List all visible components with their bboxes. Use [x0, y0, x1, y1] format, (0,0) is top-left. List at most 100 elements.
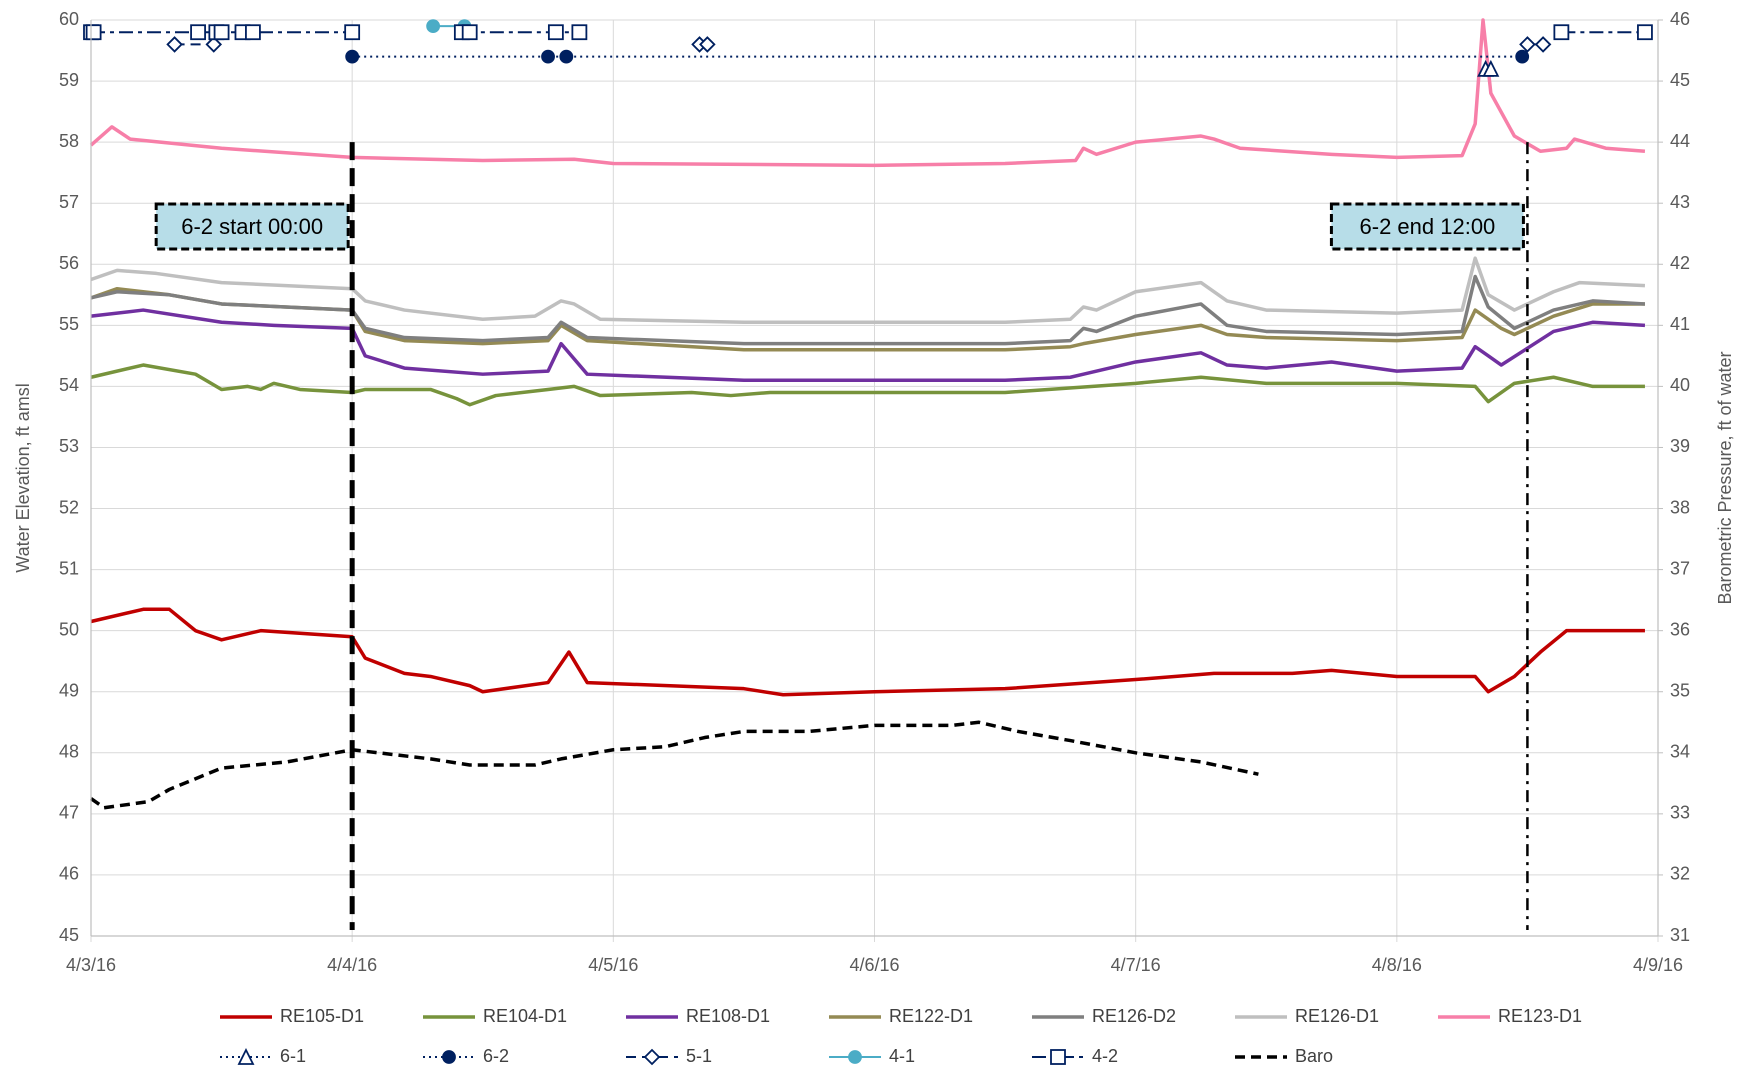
- legend-item: 4-2: [1032, 1046, 1118, 1066]
- series-line: [90, 607, 1645, 697]
- x-tick-label: 4/7/16: [1111, 955, 1161, 975]
- legend-item: Baro: [1235, 1046, 1333, 1066]
- series-line: [90, 274, 1646, 346]
- marker: [190, 24, 206, 41]
- legend-label: RE126-D2: [1092, 1006, 1176, 1026]
- marker: [237, 1047, 255, 1065]
- series-line: [89, 720, 1259, 810]
- marker: [1553, 24, 1570, 41]
- marker: [643, 1048, 661, 1066]
- marker: [85, 24, 102, 41]
- y2-tick-label: 45: [1670, 70, 1690, 90]
- series-line: [90, 256, 1646, 325]
- legend-label: RE105-D1: [280, 1006, 364, 1026]
- y2-tick-label: 42: [1670, 253, 1690, 273]
- annotation-text: 6-2 start 00:00: [181, 214, 323, 239]
- legend-item: 5-1: [626, 1046, 712, 1066]
- series-line: [90, 363, 1645, 407]
- y-axis-title: Water Elevation, ft amsl: [13, 383, 33, 572]
- y2-tick-label: 38: [1670, 497, 1690, 517]
- marker: [166, 36, 183, 53]
- marker: [541, 49, 555, 64]
- marker: [571, 24, 588, 41]
- y-tick-label: 54: [59, 375, 79, 395]
- series-line: [90, 308, 1646, 383]
- marker: [559, 49, 574, 64]
- y-tick-label: 46: [59, 864, 79, 884]
- x-tick-label: 4/9/16: [1633, 955, 1683, 975]
- marker: [442, 1050, 456, 1064]
- y-tick-label: 55: [59, 314, 79, 334]
- marker: [205, 36, 223, 53]
- marker: [344, 24, 361, 41]
- y-tick-label: 59: [59, 70, 79, 90]
- marker: [426, 19, 441, 34]
- series-line: [90, 286, 1645, 352]
- y2-tick-label: 33: [1670, 803, 1690, 823]
- legend-label: RE108-D1: [686, 1006, 770, 1026]
- marker: [245, 24, 261, 41]
- marker: [699, 36, 716, 53]
- x-tick-label: 4/3/16: [66, 955, 116, 975]
- y2-axis-title: Barometric Pressure, ft of water: [1715, 351, 1735, 604]
- marker: [1519, 36, 1536, 53]
- annotation-text: 6-2 end 12:00: [1360, 214, 1496, 239]
- y2-tick-label: 46: [1670, 9, 1690, 29]
- legend-item: RE122-D1: [829, 1006, 973, 1026]
- marker: [848, 1050, 862, 1064]
- y2-tick-label: 35: [1670, 680, 1690, 700]
- legend-label: 6-1: [280, 1046, 306, 1066]
- y-tick-label: 53: [59, 436, 79, 456]
- legend: RE105-D1 RE104-D1 RE108-D1 RE122-D1 RE126-D2…: [220, 1006, 1582, 1066]
- y-tick-label: 49: [59, 680, 79, 700]
- axes: 45 46 47 48 49 50 51 52 53 54 55 56 57 58 59 60 31 32 33 34…: [59, 9, 1690, 975]
- legend-label: 4-1: [889, 1046, 915, 1066]
- legend-label: RE104-D1: [483, 1006, 567, 1026]
- marker: [345, 49, 360, 64]
- x-tick-label: 4/8/16: [1372, 955, 1422, 975]
- y-tick-label: 50: [59, 619, 79, 639]
- y-tick-label: 57: [59, 192, 79, 212]
- y-tick-label: 58: [59, 131, 79, 151]
- marker: [547, 24, 564, 41]
- y-tick-label: 56: [59, 253, 79, 273]
- y-tick-label: 45: [59, 925, 79, 945]
- marker: [1637, 24, 1653, 41]
- y2-tick-label: 32: [1670, 864, 1690, 884]
- annotations: 6-2 start 00:00 6-2 end 12:00: [154, 142, 1529, 930]
- y2-tick-label: 43: [1670, 192, 1690, 212]
- legend-item: RE126-D1: [1235, 1006, 1379, 1026]
- y2-tick-label: 37: [1670, 558, 1690, 578]
- marker: [1050, 1049, 1066, 1065]
- y-tick-label: 51: [59, 558, 79, 578]
- plot: [83, 18, 1653, 810]
- legend-label: RE122-D1: [889, 1006, 973, 1026]
- legend-label: Baro: [1295, 1046, 1333, 1066]
- legend-item: 6-1: [220, 1046, 306, 1066]
- legend-item: RE123-D1: [1438, 1006, 1582, 1026]
- marker: [461, 24, 478, 41]
- legend-item: RE104-D1: [423, 1006, 567, 1026]
- x-tick-label: 4/5/16: [588, 955, 638, 975]
- y-tick-label: 47: [59, 803, 79, 823]
- marker: [1534, 36, 1552, 53]
- y2-tick-label: 36: [1670, 619, 1690, 639]
- y2-tick-label: 44: [1670, 131, 1690, 151]
- legend-label: RE123-D1: [1498, 1006, 1582, 1026]
- marker: [1515, 49, 1530, 64]
- annotation-box: [1329, 202, 1525, 251]
- x-tick-label: 4/6/16: [849, 955, 899, 975]
- y2-tick-label: 34: [1670, 742, 1690, 762]
- legend-item: 4-1: [829, 1046, 915, 1066]
- series-line: [89, 18, 1646, 168]
- legend-label: 5-1: [686, 1046, 712, 1066]
- y2-tick-label: 31: [1670, 925, 1690, 945]
- legend-label: 6-2: [483, 1046, 509, 1066]
- legend-item: RE105-D1: [220, 1006, 364, 1026]
- x-tick-label: 4/4/16: [327, 955, 377, 975]
- legend-label: RE126-D1: [1295, 1006, 1379, 1026]
- y2-tick-label: 39: [1670, 436, 1690, 456]
- marker: [1482, 59, 1500, 77]
- y2-tick-label: 41: [1670, 314, 1690, 334]
